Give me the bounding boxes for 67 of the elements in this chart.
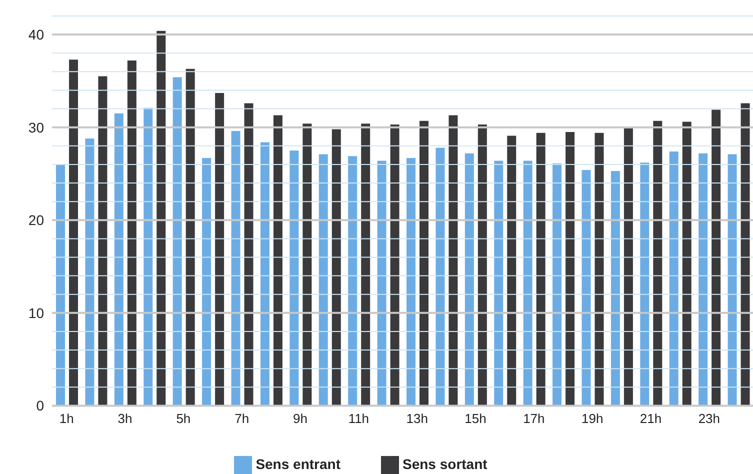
bar: [420, 120, 428, 406]
bar: [98, 76, 108, 406]
bar: [582, 170, 591, 406]
bar: [507, 136, 516, 406]
y-tick-label: 20: [28, 212, 44, 228]
legend-label: Sens sortant: [402, 456, 488, 472]
bar: [478, 124, 487, 406]
bar: [464, 153, 474, 406]
bar: [215, 93, 224, 406]
bar: [740, 103, 750, 406]
bar: [231, 131, 240, 406]
x-tick-label: 15h: [464, 410, 486, 426]
bar: [85, 138, 94, 406]
x-tick-label: 21h: [640, 410, 662, 426]
x-tick-label: 7h: [234, 410, 250, 426]
bar: [653, 120, 662, 406]
legend-label: Sens entrant: [256, 456, 340, 472]
x-tick-label: 11h: [348, 410, 370, 426]
bar: [273, 115, 282, 406]
y-tick-label: 0: [36, 398, 44, 414]
x-tick-label: 13h: [406, 410, 428, 426]
bar: [361, 124, 370, 406]
x-tick-label: 3h: [118, 410, 132, 426]
bar: [390, 124, 400, 406]
bar: [594, 132, 604, 406]
bar: [56, 164, 65, 406]
bar: [172, 77, 182, 406]
bar: [302, 124, 312, 406]
bar: [244, 103, 254, 406]
bar: [669, 151, 678, 406]
bar: [127, 60, 136, 406]
y-tick-label: 10: [28, 304, 44, 321]
bar: [377, 160, 386, 406]
bar: [348, 156, 358, 406]
bar: [610, 170, 620, 406]
x-tick-label: 19h: [582, 410, 604, 426]
bar: [494, 160, 504, 406]
bar: [698, 153, 708, 406]
y-tick-label: 40: [28, 26, 44, 43]
x-tick-label: 5h: [176, 410, 191, 426]
y-tick-label: 30: [28, 119, 44, 136]
bar: [290, 150, 299, 406]
x-tick-label: 9h: [293, 410, 308, 426]
bar: [260, 142, 270, 406]
x-tick-label: 23h: [698, 410, 720, 426]
bar: [114, 113, 124, 406]
bar: [682, 122, 692, 406]
bar: [712, 110, 721, 406]
bar: [523, 160, 532, 406]
bar: [186, 68, 195, 406]
bar: [332, 129, 341, 406]
bar: [69, 60, 78, 406]
bar: [566, 132, 575, 406]
x-tick-label: 1h: [59, 410, 74, 426]
bar: [436, 148, 445, 406]
bar: [728, 154, 737, 406]
x-tick-label: 17h: [523, 410, 545, 426]
bar: [536, 132, 546, 406]
bar: [318, 154, 328, 406]
bar: [552, 164, 562, 406]
bar: [144, 108, 153, 406]
bar: [202, 158, 212, 406]
bar: [448, 115, 458, 406]
bar: [406, 158, 416, 406]
bar: [624, 128, 633, 406]
bar: [156, 30, 166, 406]
bar: [640, 162, 650, 406]
